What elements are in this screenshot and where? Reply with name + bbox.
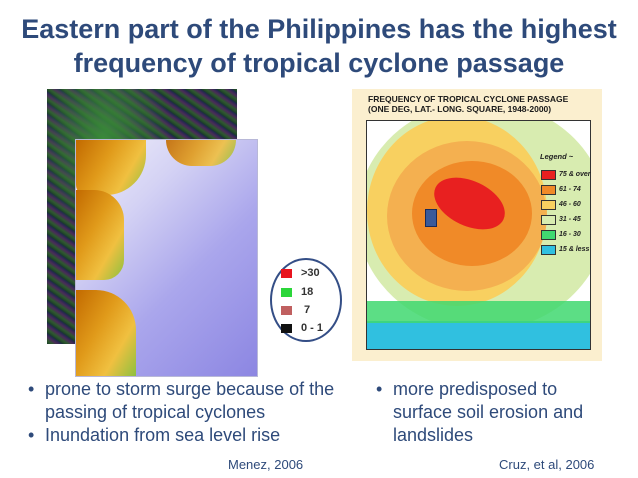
legend-label: 18 — [301, 286, 314, 298]
cyclone-legend-item: 61 - 74 — [541, 184, 581, 195]
study-area-marker — [425, 209, 437, 227]
legend-label: 61 - 74 — [559, 186, 581, 193]
cyclone-legend-item: 16 - 30 — [541, 229, 581, 240]
legend-swatch-red — [281, 268, 292, 278]
cyclone-map-plot — [366, 120, 591, 350]
left-legend-item: 7 — [281, 304, 310, 316]
legend-swatch-black — [281, 323, 292, 333]
legend-label: 31 - 45 — [559, 216, 581, 223]
legend-swatch — [541, 169, 556, 180]
cyclone-map-title: FREQUENCY OF TROPICAL CYCLONE PASSAGE (O… — [368, 94, 598, 114]
cyclone-map-title-line-2: (ONE DEG, LAT.- LONG. SQUARE, 1948-2000) — [368, 104, 552, 114]
legend-label: 0 - 1 — [301, 322, 324, 334]
bullet-item: more predisposed to surface soil erosion… — [376, 378, 616, 447]
legend-label: 15 & less — [559, 246, 590, 253]
legend-swatch-green — [281, 287, 292, 297]
legend-label: 46 - 60 — [559, 201, 581, 208]
legend-swatch — [541, 244, 556, 255]
cyclone-legend-item: 31 - 45 — [541, 214, 581, 225]
legend-label: 16 - 30 — [559, 231, 581, 238]
legend-swatch — [541, 184, 556, 195]
cyclone-legend-item: 75 & over — [541, 169, 591, 180]
left-legend-item: 0 - 1 — [281, 322, 323, 334]
bullet-item: prone to storm surge because of the pass… — [28, 378, 348, 424]
left-bullet-list: prone to storm surge because of the pass… — [28, 378, 348, 447]
title-line-1: Eastern part of the Philippines has the … — [21, 14, 617, 44]
citation-right: Cruz, et al, 2006 — [499, 457, 595, 472]
legend-swatch — [541, 229, 556, 240]
citation-left: Menez, 2006 — [228, 457, 304, 472]
cyclone-legend-title: Legend ~ — [540, 152, 574, 161]
legend-label: 7 — [304, 304, 311, 316]
cyclone-frequency-map: FREQUENCY OF TROPICAL CYCLONE PASSAGE (O… — [352, 89, 602, 361]
legend-label: >30 — [301, 267, 320, 279]
bathymetry-map-image — [75, 139, 258, 377]
cyclone-legend-item: 46 - 60 — [541, 199, 581, 210]
legend-swatch-rose — [281, 305, 292, 315]
left-legend-frame — [270, 258, 342, 342]
cyclone-legend-item: 15 & less — [541, 244, 589, 255]
bullet-item: Inundation from sea level rise — [28, 424, 348, 447]
cyclone-map-title-line-1: FREQUENCY OF TROPICAL CYCLONE PASSAGE — [368, 94, 569, 104]
title-line-2: frequency of tropical cyclone passage — [73, 48, 565, 78]
slide-title: Eastern part of the Philippines has the … — [0, 12, 638, 80]
left-legend-item: 18 — [281, 286, 313, 298]
legend-label: 75 & over — [559, 171, 591, 178]
left-legend-item: >30 — [281, 267, 320, 279]
right-bullet-list: more predisposed to surface soil erosion… — [376, 378, 616, 447]
legend-swatch — [541, 214, 556, 225]
legend-swatch — [541, 199, 556, 210]
